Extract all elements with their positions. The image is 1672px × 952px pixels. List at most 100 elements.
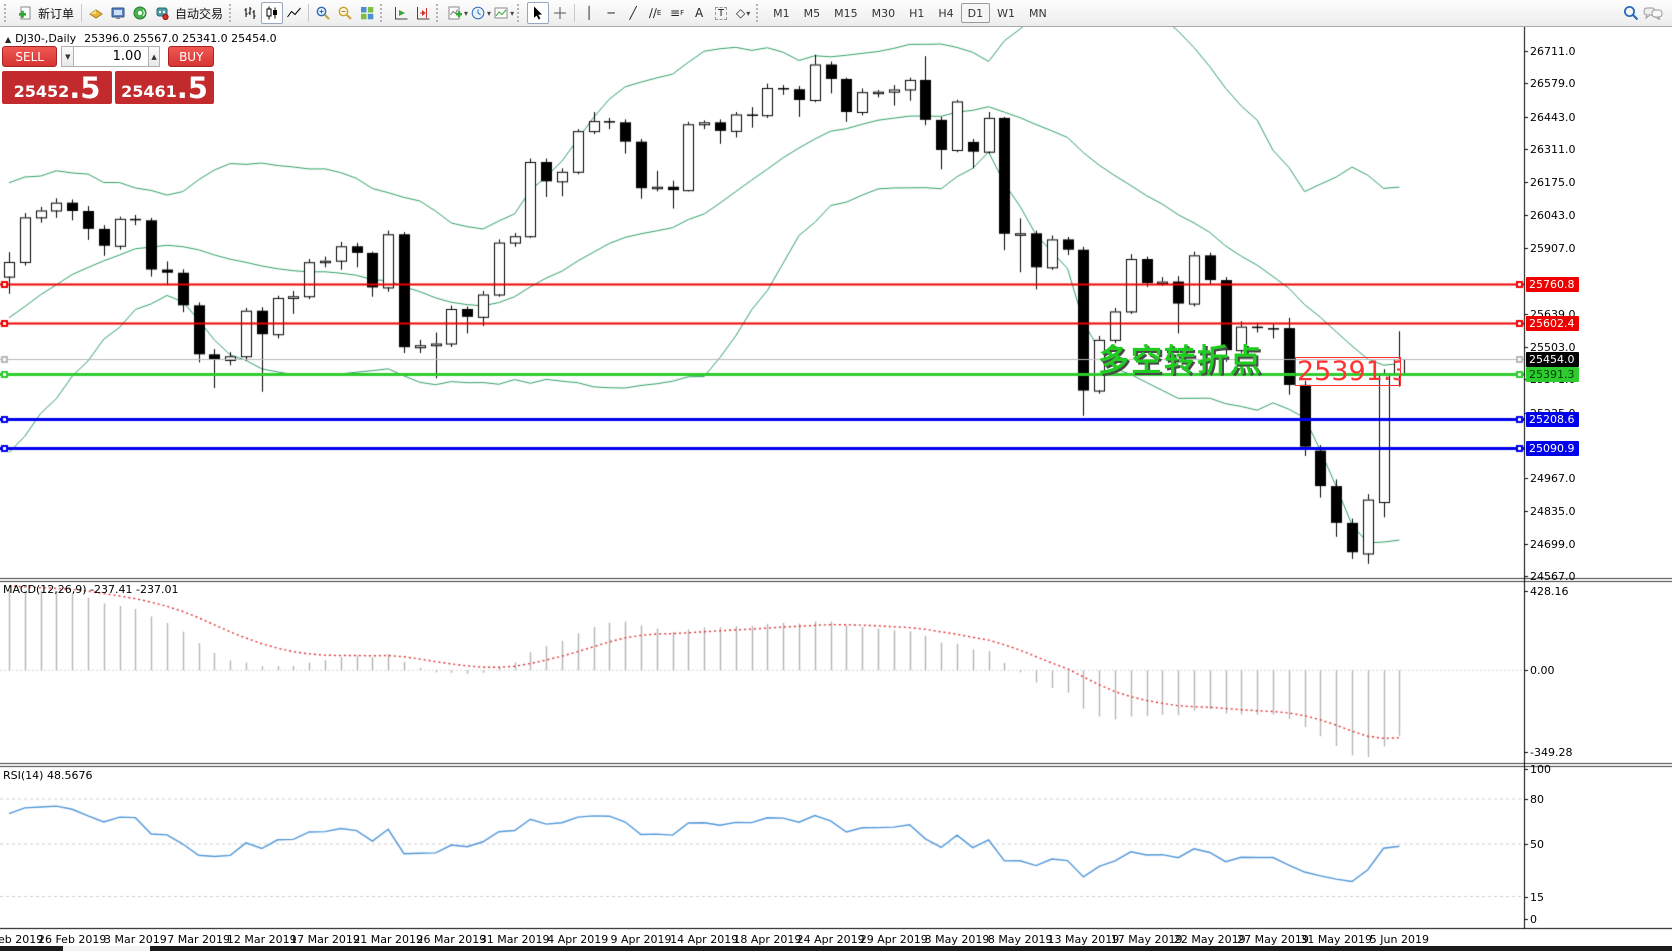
line-chart-icon[interactable] [283, 2, 305, 24]
timeframe-button-m1[interactable]: M1 [773, 6, 790, 20]
new-order-label[interactable]: 新订单 [38, 6, 75, 21]
timeframe-button-h4[interactable]: H4 [938, 6, 954, 20]
shapes-tool-icon[interactable]: ◇ ▾ [735, 6, 751, 20]
zoom-in-icon[interactable] [312, 2, 334, 24]
timeframe-button-m15[interactable]: M15 [834, 6, 858, 20]
hline-price-label: 25760.8 [1526, 276, 1579, 292]
toolbar-grip[interactable] [756, 4, 762, 22]
symbol-period-label: DJ30-,Daily [15, 32, 77, 45]
x-axis-date-label: 13 May 2019 [1047, 933, 1120, 946]
hline-price-label: 25454.0 [1526, 351, 1579, 367]
hline-price-label: 25391.3 [1526, 367, 1579, 383]
price-chart-canvas[interactable] [0, 27, 1672, 952]
price-tick-label: 26043.0 [1530, 208, 1576, 222]
price-tick-label: 24967.0 [1530, 472, 1576, 486]
chevron-down-icon: ▾ [510, 8, 515, 18]
templates-icon[interactable]: ▾ [492, 2, 515, 24]
fibonacci-tool-icon[interactable]: ≡ F [670, 6, 685, 20]
window-bottom-edge [0, 946, 1672, 951]
timeframe-button-m30[interactable]: M30 [871, 6, 896, 20]
x-axis-date-label: 4 Apr 2019 [547, 933, 609, 946]
x-axis-date-label: 5 Jun 2019 [1369, 933, 1429, 946]
chevron-down-icon: ▾ [464, 8, 469, 18]
toolbar-grip[interactable] [436, 4, 442, 22]
crosshair-icon[interactable] [549, 2, 571, 24]
one-click-trade-panel: SELL ▼ 1.00 ▲ BUY 25452.5 25461.5 [2, 46, 215, 104]
toolbar-separator [81, 4, 83, 22]
autotrading-label[interactable]: 自动交易 [175, 6, 224, 21]
news-icon[interactable] [129, 2, 151, 24]
x-axis-date-label: 21 Mar 2019 [353, 933, 424, 946]
price-tick-label: 26711.0 [1530, 45, 1576, 58]
macd-scale-label: 428.16 [1530, 585, 1569, 598]
x-axis-date-label: 26 Feb 2019 [37, 933, 107, 946]
timeframe-button-h1[interactable]: H1 [909, 6, 925, 20]
x-axis-date-label: 12 Mar 2019 [226, 933, 297, 946]
timeframe-button-d1[interactable]: D1 [960, 3, 991, 23]
chart-profiles-icon[interactable] [85, 2, 107, 24]
text-tool-icon[interactable]: A [694, 6, 704, 20]
timeframe-button-w1[interactable]: W1 [997, 6, 1015, 20]
x-axis-date-label: 8 May 2019 [987, 933, 1053, 946]
toolbar-grip[interactable] [229, 4, 235, 22]
periods-icon[interactable]: ▾ [469, 2, 492, 24]
hline-price-label: 25208.6 [1526, 412, 1579, 428]
bar-chart-icon[interactable] [239, 2, 261, 24]
macd-scale-label: -349.28 [1530, 746, 1573, 759]
x-axis-date-label: 31 Mar 2019 [479, 933, 550, 946]
text-label-tool-icon[interactable]: T [710, 2, 732, 24]
vertical-line-tool-icon[interactable]: │ [585, 6, 593, 20]
candlestick-chart-icon[interactable] [261, 2, 284, 24]
rsi-scale-label: 50 [1530, 838, 1544, 851]
x-axis-date-label: 17 Mar 2019 [290, 933, 360, 946]
autotrading-icon[interactable] [151, 2, 173, 24]
toolbar-grip[interactable] [517, 4, 523, 22]
price-tick-label: 26579.0 [1530, 77, 1576, 91]
chart-window: ▲ DJ30-,Daily 25396.0 25567.0 25341.0 2545… [0, 27, 1672, 952]
indicators-icon[interactable]: ▾ [446, 2, 469, 24]
timeframe-button-m5[interactable]: M5 [803, 6, 821, 20]
x-axis-date-label: 31 May 2019 [1300, 933, 1373, 946]
tile-windows-icon[interactable] [356, 2, 378, 24]
x-axis-date-label: 24 Apr 2019 [796, 933, 865, 946]
auto-scroll-icon[interactable] [390, 2, 412, 24]
buy-price-display[interactable]: 25461.5 [115, 71, 214, 104]
horizontal-line-tool-icon[interactable]: ─ [607, 6, 615, 20]
toolbar-grip[interactable] [380, 4, 386, 22]
price-tick-label: 24567.0 [1530, 570, 1576, 584]
chart-annotation-price-box[interactable]: 25391.3 [1295, 357, 1401, 386]
chart-annotation-text[interactable]: 多空转折点 [1098, 343, 1263, 379]
rsi-scale-label: 0 [1530, 913, 1537, 926]
volume-decrease-button[interactable]: ▼ [61, 46, 75, 67]
collapse-panel-icon[interactable]: ▲ [5, 35, 12, 44]
timeframe-button-mn[interactable]: MN [1028, 6, 1047, 20]
x-axis-date-label: 29 Apr 2019 [859, 933, 928, 946]
macd-scale-label: 0.00 [1530, 664, 1555, 678]
price-tick-label: 25907.0 [1530, 241, 1576, 255]
price-tick-label: 24835.0 [1530, 504, 1576, 518]
trendline-tool-icon[interactable]: ╱ [629, 6, 637, 20]
channel-tool-icon[interactable]: ∕∕ E [648, 6, 662, 20]
x-axis-date-label: 17 May 2019 [1110, 933, 1183, 946]
x-axis-date-label: 3 Mar 2019 [104, 933, 167, 946]
price-tick-label: 24699.0 [1530, 537, 1576, 551]
chat-icon[interactable] [1642, 2, 1664, 24]
price-tick-label: 26175.0 [1530, 176, 1576, 190]
search-icon[interactable] [1620, 2, 1642, 24]
x-axis-date-label: 21 Feb 2019 [0, 933, 44, 946]
chevron-down-icon: ▾ [487, 8, 492, 18]
buy-button[interactable]: BUY [168, 46, 215, 67]
new-order-icon[interactable] [14, 2, 36, 24]
volume-increase-button[interactable]: ▲ [147, 46, 161, 67]
x-axis-date-label: 14 Apr 2019 [670, 933, 739, 946]
sell-button[interactable]: SELL [2, 46, 58, 67]
sell-price-display[interactable]: 25452.5 [2, 71, 112, 104]
zoom-out-icon[interactable] [334, 2, 356, 24]
macd-indicator-label: MACD(12,26,9) -237.41 -237.01 [3, 583, 179, 596]
chart-shift-icon[interactable] [412, 2, 434, 24]
volume-input[interactable]: 1.00 [74, 46, 148, 67]
cursor-icon[interactable] [527, 2, 550, 24]
toolbar-separator [308, 4, 310, 22]
toolbar-grip[interactable] [4, 4, 10, 22]
strategy-tester-icon[interactable] [107, 2, 129, 24]
